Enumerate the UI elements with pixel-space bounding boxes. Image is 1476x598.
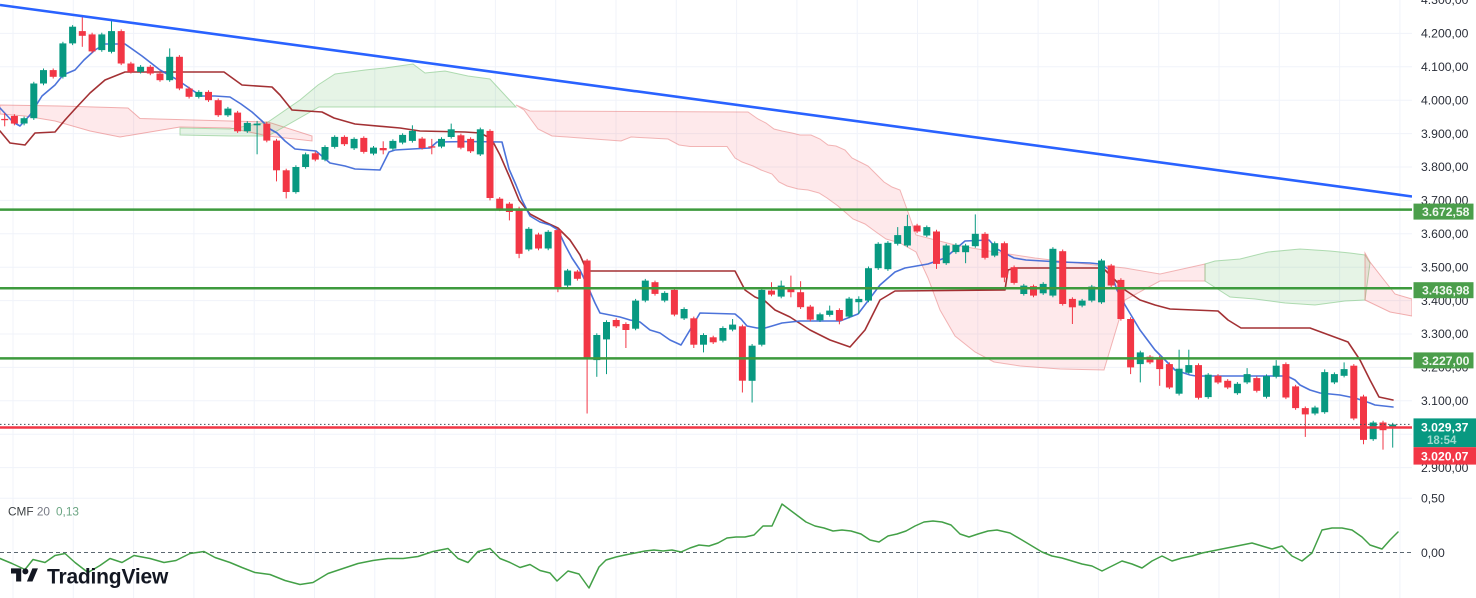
svg-text:3.500,00: 3.500,00 xyxy=(1421,260,1469,274)
svg-text:18:54: 18:54 xyxy=(1427,435,1457,447)
svg-text:4.300,00: 4.300,00 xyxy=(1421,0,1469,7)
svg-text:3.672,58: 3.672,58 xyxy=(1422,205,1470,219)
svg-text:3.436,98: 3.436,98 xyxy=(1422,284,1470,298)
svg-text:3.029,37: 3.029,37 xyxy=(1421,421,1469,435)
svg-text:0,00: 0,00 xyxy=(1421,546,1445,560)
svg-text:4.200,00: 4.200,00 xyxy=(1421,27,1469,41)
svg-text:3.227,00: 3.227,00 xyxy=(1422,354,1470,368)
svg-text:0,50: 0,50 xyxy=(1421,491,1445,505)
svg-text:CMF 200,13: CMF 20 0,13 xyxy=(8,505,79,519)
svg-text:3.300,00: 3.300,00 xyxy=(1421,327,1469,341)
svg-text:3.900,00: 3.900,00 xyxy=(1421,127,1469,141)
svg-text:3.100,00: 3.100,00 xyxy=(1421,394,1469,408)
svg-text:TradingView: TradingView xyxy=(47,566,169,589)
svg-text:4.100,00: 4.100,00 xyxy=(1421,60,1469,74)
svg-text:3.800,00: 3.800,00 xyxy=(1421,160,1469,174)
svg-text:3.600,00: 3.600,00 xyxy=(1421,227,1469,241)
svg-text:3.020,07: 3.020,07 xyxy=(1421,450,1469,464)
svg-text:4.000,00: 4.000,00 xyxy=(1421,93,1469,107)
